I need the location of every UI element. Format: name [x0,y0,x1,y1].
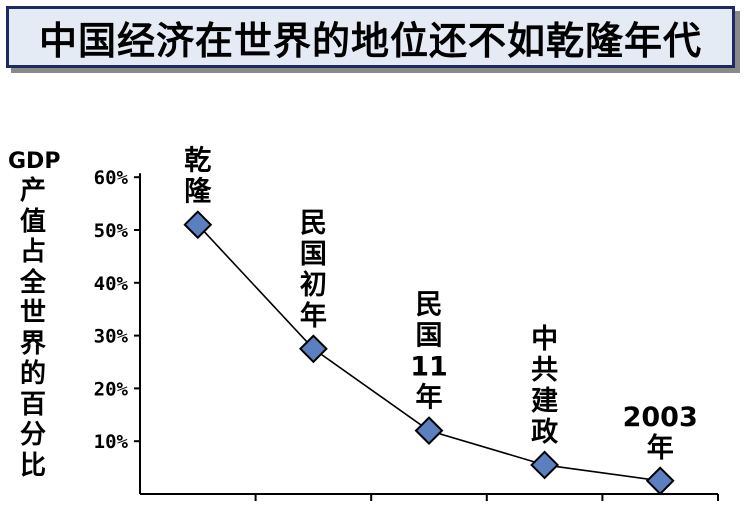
category-label-1-3: 年 [300,300,327,332]
category-label-3-3: 政 [531,417,558,448]
category-label-0-1: 隆 [184,177,212,208]
y-axis-label-1: 值 [19,206,46,237]
y-tick-label-0: 10% [94,431,129,453]
y-axis-label-7: 百 [19,389,46,420]
title-banner: 中国经济在世界的地位还不如乾隆年代 [6,6,735,68]
y-tick-label-2: 30% [94,326,129,348]
y-axis-label-0: 产 [19,176,46,206]
data-point-1 [298,334,328,364]
y-axis-label-2: 占 [19,237,46,267]
y-axis-label-6: 的 [19,359,46,389]
y-tick-label-1: 20% [94,378,129,400]
y-axis-label-8: 分 [19,420,46,450]
category-label-1-2: 初 [300,270,327,301]
data-point-3 [530,450,560,480]
y-axis-label-5: 界 [19,328,46,359]
data-point-4 [645,466,675,496]
category-label-2-3: 年 [416,382,443,414]
category-label-2-0: 民 [416,290,443,321]
category-label-4-0: 2003 [623,402,698,433]
y-axis-label-4: 世 [19,298,46,328]
data-point-2 [414,416,444,446]
category-label-1-0: 民 [300,208,327,239]
y-tick-label-5: 60% [94,167,129,189]
category-label-1-1: 国 [300,239,327,270]
category-label-0-0: 乾 [184,146,211,177]
y-axis-label-latin: GDP [8,149,61,174]
category-label-3-0: 中 [531,324,558,355]
data-point-0 [183,210,213,240]
y-axis-label: GDP 产 值 占 全 世 界 的 百 分 比 [8,148,61,481]
y-tick-label-4: 50% [94,220,129,242]
y-axis-label-9: 比 [19,450,46,481]
category-label-4-1: 年 [647,432,674,464]
y-tick-label-3: 40% [94,273,129,295]
category-label-2-1: 国 [416,321,443,352]
category-label-2-2: 11 [410,352,448,383]
category-label-3-2: 建 [531,386,558,417]
category-label-3-1: 共 [531,355,558,386]
y-axis-label-3: 全 [19,267,46,298]
chart-title: 中国经济在世界的地位还不如乾隆年代 [38,18,702,63]
